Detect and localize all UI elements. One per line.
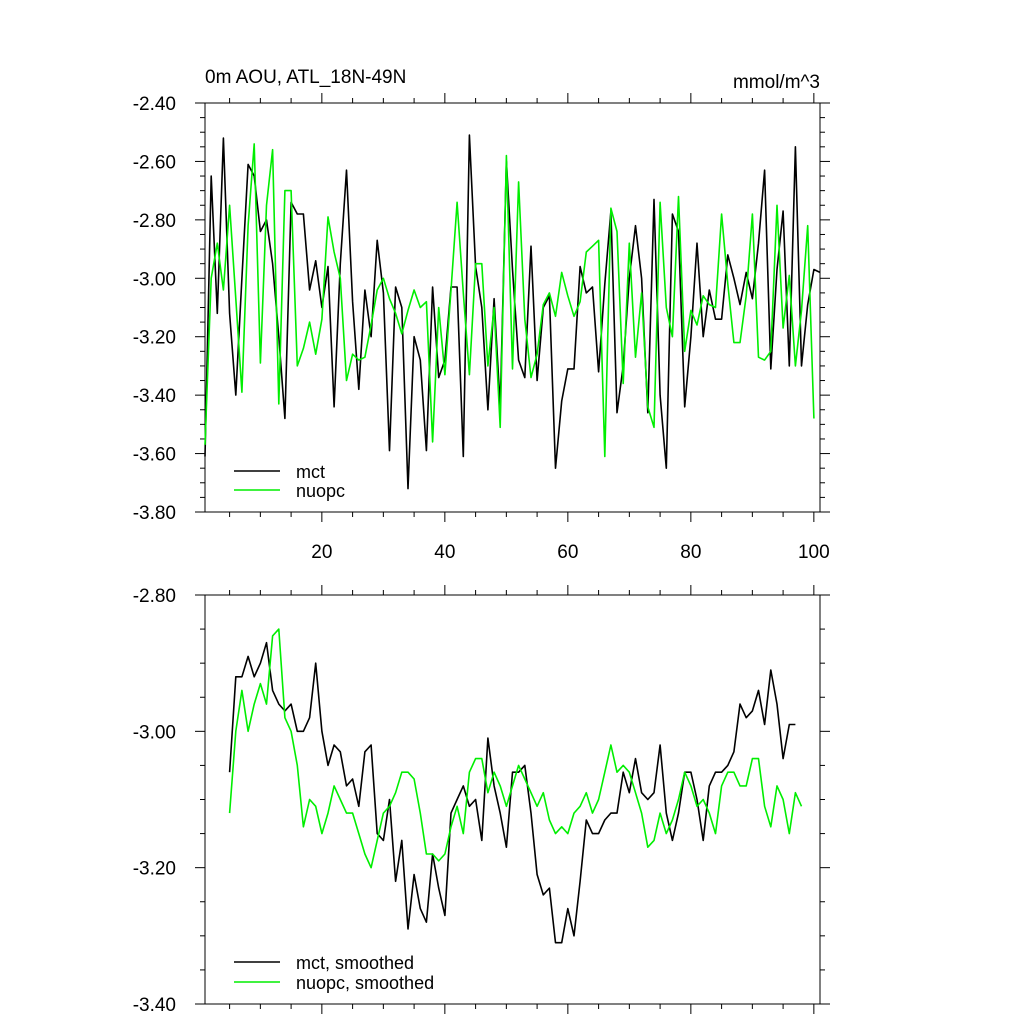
top-y-tick-labels: -3.80 -3.60 -3.40 -3.20 -3.00 -2.80 -2.60 -2.40: [133, 94, 176, 524]
top-x-tick-marks: [321, 93, 815, 522]
legend-label-nuopc-smoothed: nuopc, smoothed: [296, 973, 434, 993]
top-legend: mct nuopc: [234, 462, 345, 501]
bottom-y-tick-labels: -3.40 -3.20 -3.00 -2.80: [133, 586, 176, 1016]
y-tick-label: -3.20: [133, 859, 176, 880]
top-x-tick-labels: 20 40 60 80 100: [311, 542, 829, 563]
y-tick-label: -2.80: [133, 211, 176, 232]
top-chart-units: mmol/m^3: [733, 72, 820, 93]
series-line-mct: [204, 134, 821, 490]
y-tick-label: -2.60: [133, 152, 176, 173]
bottom-series-lines: [228, 628, 803, 944]
top-y-tick-marks: [195, 102, 830, 513]
y-tick-label: -3.40: [133, 386, 176, 407]
y-tick-label: -3.00: [133, 269, 176, 290]
series-line-nuopc: [204, 143, 815, 458]
top-minor-ticks: [200, 98, 825, 517]
y-tick-label: -3.60: [133, 445, 176, 466]
bottom-y-tick-marks: [195, 594, 830, 1005]
x-tick-label: 80: [680, 542, 701, 563]
y-tick-label: -2.80: [133, 586, 176, 607]
bottom-x-tick-marks: [321, 585, 815, 1014]
bottom-minor-ticks: [200, 590, 825, 1009]
x-tick-label: 40: [434, 542, 455, 563]
bottom-plot-frame: [204, 594, 821, 1005]
top-plot-frame: [204, 102, 821, 513]
legend-label-mct-smoothed: mct, smoothed: [296, 953, 414, 973]
top-panel: 0m AOU, ATL_18N-49N mmol/m^3 -3.80-3.60-…: [133, 67, 830, 563]
x-tick-label: 20: [311, 542, 332, 563]
series-line-mct-smoothed: [228, 641, 796, 944]
top-series-lines: [204, 134, 821, 490]
series-line-nuopc-smoothed: [228, 628, 803, 869]
y-tick-label: -3.80: [133, 503, 176, 524]
y-tick-label: -3.20: [133, 328, 176, 349]
y-tick-label: -2.40: [133, 94, 176, 115]
legend-label-nuopc: nuopc: [296, 481, 345, 501]
x-tick-label: 60: [557, 542, 578, 563]
bottom-legend: mct, smoothed nuopc, smoothed: [234, 953, 434, 993]
y-tick-label: -3.00: [133, 722, 176, 743]
y-tick-label: -3.40: [133, 995, 176, 1016]
x-tick-label: 100: [798, 542, 830, 563]
top-chart-title: 0m AOU, ATL_18N-49N: [205, 67, 406, 88]
legend-label-mct: mct: [296, 462, 325, 482]
bottom-panel: -3.40 -3.20 -3.00 -2.80 mct, smoothed nuopc…: [133, 585, 830, 1016]
